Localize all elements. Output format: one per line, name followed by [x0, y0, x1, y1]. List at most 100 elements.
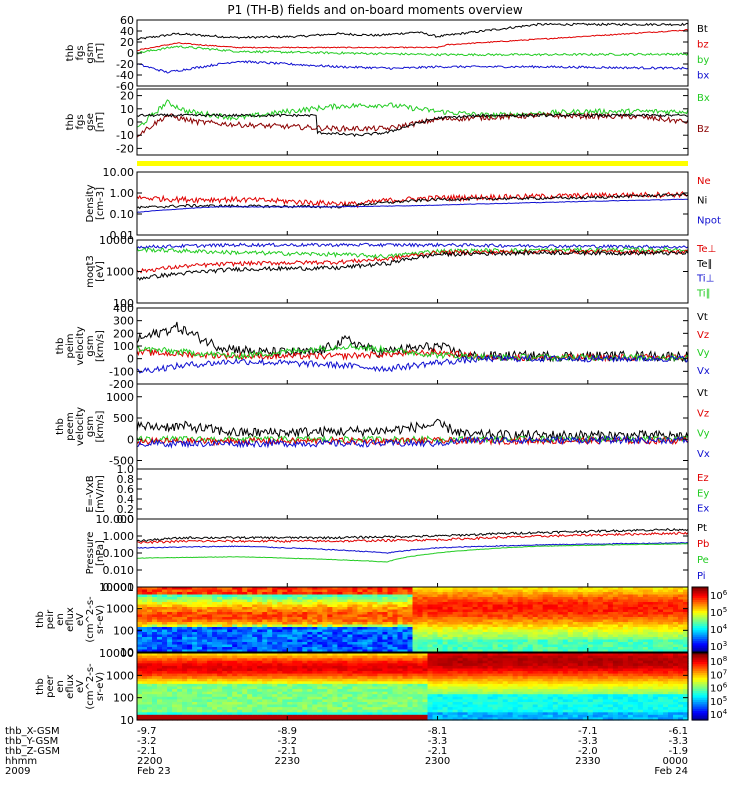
heat-cell — [537, 599, 544, 603]
heat-cell — [247, 614, 253, 618]
heat-cell — [222, 709, 228, 713]
heat-cell — [382, 604, 388, 608]
heat-cell — [407, 609, 414, 613]
heat-cell — [257, 649, 263, 653]
heat-cell — [187, 617, 193, 621]
heat-cell — [627, 639, 634, 643]
heat-cell — [362, 668, 368, 672]
heat-cell — [232, 617, 238, 621]
heat-cell — [177, 619, 183, 623]
heat-cell — [207, 644, 213, 648]
heat-cell — [322, 619, 328, 623]
heat-cell — [502, 622, 509, 626]
heat-cell — [647, 604, 654, 608]
heat-cell — [322, 704, 328, 708]
heat-cell — [152, 704, 158, 708]
heat-cell — [307, 612, 313, 616]
heat-cell — [457, 612, 464, 616]
heat-cell — [572, 587, 579, 591]
heat-cell — [482, 589, 489, 593]
heat-cell — [642, 597, 649, 601]
heat-cell — [147, 702, 153, 706]
heat-cell — [162, 707, 168, 711]
heat-cell — [307, 660, 313, 664]
heat-cell — [172, 681, 178, 685]
heat-cell — [362, 686, 368, 690]
heat-cell — [147, 717, 153, 721]
heat-cell — [602, 649, 609, 653]
heat-cell — [367, 671, 373, 675]
heat-cell — [177, 704, 183, 708]
heat-cell — [317, 587, 323, 591]
y-axis-label: [nT] — [95, 112, 106, 132]
heat-cell — [212, 717, 218, 721]
heat-cell — [192, 642, 198, 646]
heat-cell — [272, 639, 278, 643]
heat-cell — [272, 632, 278, 636]
heat-cell — [467, 617, 474, 621]
heat-cell — [337, 689, 343, 693]
heat-cell — [272, 604, 278, 608]
heat-cell — [447, 644, 454, 648]
heat-cell — [262, 714, 268, 718]
heat-cell — [207, 627, 213, 631]
heat-cell — [162, 699, 168, 703]
heat-cell — [673, 627, 679, 631]
heat-cell — [517, 632, 524, 636]
heat-cell — [167, 668, 173, 672]
heat-cell — [527, 619, 534, 623]
heat-cell — [392, 607, 399, 611]
heat-cell — [392, 717, 399, 721]
heat-cell — [592, 599, 599, 603]
heat-cell — [227, 694, 233, 698]
heat-cell — [327, 599, 333, 603]
heat-cell — [552, 619, 559, 623]
heat-cell — [642, 629, 649, 633]
heat-cell — [402, 629, 409, 633]
heat-cell — [482, 642, 489, 646]
heat-cell — [477, 704, 484, 708]
heat-cell — [277, 655, 283, 659]
heat-cell — [457, 704, 464, 708]
heat-cell — [637, 632, 644, 636]
heat-cell — [157, 609, 163, 613]
heat-cell — [307, 714, 313, 718]
heat-cell — [157, 587, 163, 591]
heat-cell — [377, 678, 383, 682]
heat-cell — [647, 592, 654, 596]
heat-cell — [417, 668, 424, 672]
heat-cell — [282, 599, 288, 603]
heat-cell — [292, 683, 298, 688]
heat-cell — [152, 717, 158, 721]
heat-cell — [332, 668, 338, 672]
heat-cell — [347, 671, 353, 675]
heat-cell — [192, 602, 198, 606]
heat-cell — [552, 632, 559, 636]
heat-cell — [683, 619, 689, 623]
heat-cell — [187, 604, 193, 608]
heat-cell — [147, 624, 153, 628]
heat-cell — [257, 624, 263, 628]
heat-cell — [147, 676, 153, 680]
heat-cell — [657, 597, 664, 601]
heat-cell — [663, 642, 669, 646]
heat-cell — [282, 632, 288, 636]
y-tick-label: 0.100 — [103, 547, 135, 560]
heat-cell — [337, 707, 343, 711]
heat-cell — [307, 617, 313, 621]
heat-cell — [172, 696, 178, 700]
heat-cell — [302, 649, 308, 653]
heat-cell — [437, 589, 444, 593]
heat-cell — [637, 619, 644, 623]
heat-cell — [457, 709, 464, 713]
heat-cell — [332, 681, 338, 685]
heat-cell — [162, 676, 168, 680]
heat-cell — [147, 683, 153, 688]
heat-cell — [257, 614, 263, 618]
heat-cell — [542, 649, 549, 653]
heat-cell — [212, 671, 218, 675]
heat-cell — [547, 592, 554, 596]
heat-cell — [522, 607, 529, 611]
heat-cell — [472, 683, 479, 688]
